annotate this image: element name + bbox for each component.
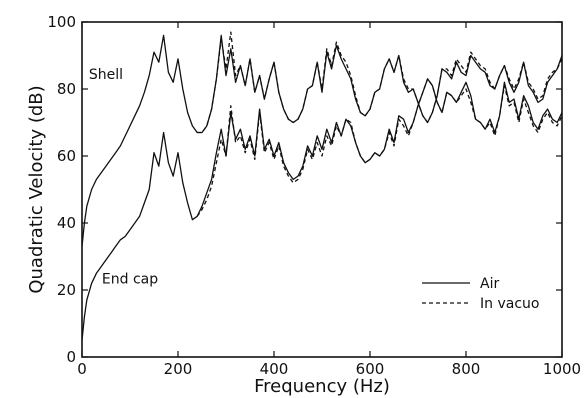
series-line-in-vacuo-shell: [197, 31, 563, 134]
series-line-in-vacuo-end-cap: [196, 78, 563, 217]
legend-label-air: Air: [480, 276, 499, 292]
x-tick-label: 1000: [543, 360, 581, 378]
y-axis-label: Quadratic Velocity (dB): [26, 85, 47, 293]
y-tick-label: 80: [57, 80, 76, 98]
x-tick-label: 800: [452, 360, 481, 378]
legend-label-in-vacuo: In vacuo: [480, 296, 539, 312]
x-tick-label: 200: [164, 360, 193, 378]
x-axis-label: Frequency (Hz): [254, 376, 390, 397]
x-tick-label: 600: [356, 360, 385, 378]
y-tick-label: 20: [57, 281, 76, 299]
x-tick-label: 400: [260, 360, 289, 378]
annotation-shell: Shell: [89, 67, 123, 83]
annotations: Shell End cap: [89, 67, 158, 287]
y-tick-label: 60: [57, 147, 76, 165]
series-layer: [81, 31, 563, 341]
annotation-end-cap: End cap: [102, 271, 158, 287]
y-tick-label: 100: [47, 13, 76, 31]
series-line-air-end-cap: [81, 78, 563, 341]
x-tick-label: 0: [77, 360, 87, 378]
y-tick-label: 40: [57, 214, 76, 232]
y-tick-label: 0: [66, 348, 76, 366]
x-axis-ticks: 0 200 400 600 800 1000: [77, 22, 581, 378]
plot-frame: [81, 21, 563, 358]
legend: Air In vacuo: [422, 276, 539, 312]
series-line-air-shell: [81, 34, 563, 247]
plot-area: [81, 21, 563, 358]
y-axis-ticks: 0 20 40 60 80 100: [47, 13, 562, 366]
